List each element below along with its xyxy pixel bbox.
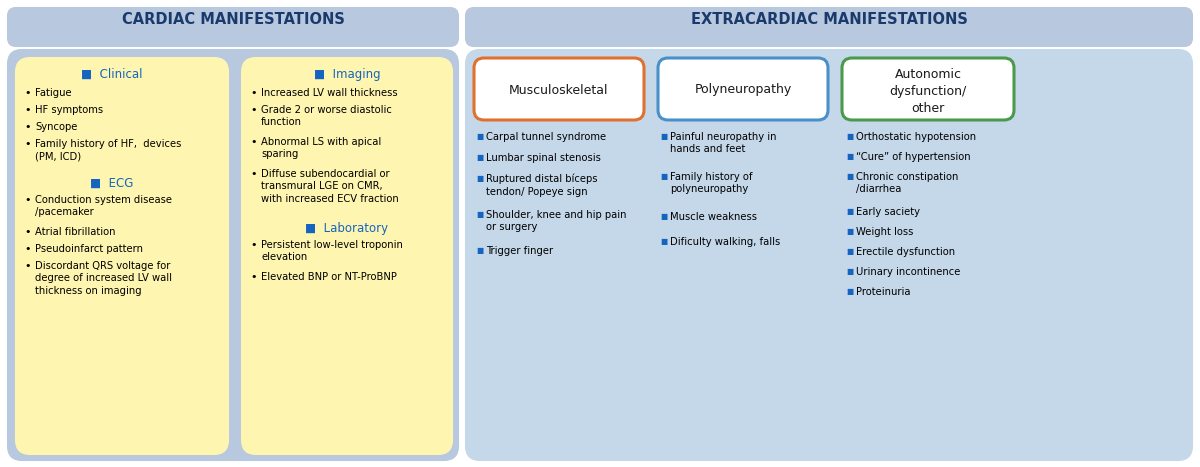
FancyBboxPatch shape bbox=[466, 8, 1192, 46]
Text: Persistent low-level troponin
elevation: Persistent low-level troponin elevation bbox=[262, 240, 403, 262]
Text: ■: ■ bbox=[660, 237, 667, 246]
Text: Family history of HF,  devices
(PM, ICD): Family history of HF, devices (PM, ICD) bbox=[35, 139, 181, 162]
Text: ■: ■ bbox=[846, 207, 853, 216]
Text: •: • bbox=[250, 105, 257, 115]
Text: ■: ■ bbox=[846, 287, 853, 296]
Text: Atrial fibrillation: Atrial fibrillation bbox=[35, 227, 115, 237]
Text: ■: ■ bbox=[846, 132, 853, 141]
Text: Increased LV wall thickness: Increased LV wall thickness bbox=[262, 88, 397, 98]
Text: Trigger finger: Trigger finger bbox=[486, 246, 553, 256]
Text: Syncope: Syncope bbox=[35, 122, 77, 132]
FancyBboxPatch shape bbox=[658, 58, 828, 120]
Text: Fatigue: Fatigue bbox=[35, 88, 72, 98]
Text: •: • bbox=[24, 88, 30, 98]
Text: •: • bbox=[250, 169, 257, 179]
Text: •: • bbox=[250, 137, 257, 147]
Text: Shoulder, knee and hip pain
or surgery: Shoulder, knee and hip pain or surgery bbox=[486, 210, 626, 233]
Text: Conduction system disease
/pacemaker: Conduction system disease /pacemaker bbox=[35, 195, 172, 218]
Text: EXTRACARDIAC MANIFESTATIONS: EXTRACARDIAC MANIFESTATIONS bbox=[690, 13, 967, 28]
Text: ■  Clinical: ■ Clinical bbox=[82, 68, 143, 81]
Text: ■: ■ bbox=[476, 174, 484, 183]
Text: Chronic constipation
/diarrhea: Chronic constipation /diarrhea bbox=[856, 172, 959, 194]
Text: Musculoskeletal: Musculoskeletal bbox=[509, 84, 608, 97]
Text: Lumbar spinal stenosis: Lumbar spinal stenosis bbox=[486, 153, 601, 163]
Text: Family history of
polyneuropathy: Family history of polyneuropathy bbox=[670, 172, 752, 194]
Text: Pseudoinfarct pattern: Pseudoinfarct pattern bbox=[35, 244, 143, 254]
Text: Proteinuria: Proteinuria bbox=[856, 287, 911, 297]
Text: •: • bbox=[250, 240, 257, 250]
Text: Painful neuropathy in
hands and feet: Painful neuropathy in hands and feet bbox=[670, 132, 776, 155]
Text: Grade 2 or worse diastolic
function: Grade 2 or worse diastolic function bbox=[262, 105, 392, 127]
Text: Polyneuropathy: Polyneuropathy bbox=[695, 84, 792, 97]
Text: CARDIAC MANIFESTATIONS: CARDIAC MANIFESTATIONS bbox=[121, 13, 344, 28]
Text: ■: ■ bbox=[846, 267, 853, 276]
Text: •: • bbox=[24, 105, 30, 115]
FancyBboxPatch shape bbox=[242, 58, 452, 454]
Text: ■: ■ bbox=[660, 132, 667, 141]
Text: •: • bbox=[250, 272, 257, 282]
Text: ■: ■ bbox=[476, 210, 484, 219]
FancyBboxPatch shape bbox=[8, 8, 458, 46]
Text: Diffuse subendocardial or
transmural LGE on CMR,
with increased ECV fraction: Diffuse subendocardial or transmural LGE… bbox=[262, 169, 398, 204]
Text: ■: ■ bbox=[846, 227, 853, 236]
Text: Abnormal LS with apical
sparing: Abnormal LS with apical sparing bbox=[262, 137, 382, 159]
Text: HF symptoms: HF symptoms bbox=[35, 105, 103, 115]
Text: Dificulty walking, falls: Dificulty walking, falls bbox=[670, 237, 780, 247]
Text: “Cure” of hypertension: “Cure” of hypertension bbox=[856, 152, 971, 162]
Text: •: • bbox=[24, 139, 30, 149]
Text: ■: ■ bbox=[846, 172, 853, 181]
Text: ■: ■ bbox=[660, 212, 667, 221]
Text: Weight loss: Weight loss bbox=[856, 227, 913, 237]
FancyBboxPatch shape bbox=[466, 50, 1192, 460]
FancyBboxPatch shape bbox=[842, 58, 1014, 120]
Text: ■  ECG: ■ ECG bbox=[90, 177, 133, 190]
Text: •: • bbox=[24, 244, 30, 254]
Text: Orthostatic hypotension: Orthostatic hypotension bbox=[856, 132, 976, 142]
Text: Erectile dysfunction: Erectile dysfunction bbox=[856, 247, 955, 257]
Text: ■: ■ bbox=[660, 172, 667, 181]
Text: Autonomic
dysfunction/
other: Autonomic dysfunction/ other bbox=[889, 68, 967, 114]
Text: ■: ■ bbox=[476, 132, 484, 141]
Text: Elevated BNP or NT-ProBNP: Elevated BNP or NT-ProBNP bbox=[262, 272, 397, 282]
Text: Muscle weakness: Muscle weakness bbox=[670, 212, 757, 222]
Text: ■  Imaging: ■ Imaging bbox=[313, 68, 380, 81]
FancyBboxPatch shape bbox=[16, 58, 228, 454]
Text: •: • bbox=[250, 88, 257, 98]
FancyBboxPatch shape bbox=[8, 50, 458, 460]
Text: •: • bbox=[24, 195, 30, 205]
Text: Ruptured distal bíceps
tendon/ Popeye sign: Ruptured distal bíceps tendon/ Popeye si… bbox=[486, 174, 598, 197]
Text: ■: ■ bbox=[846, 247, 853, 256]
Text: ■  Laboratory: ■ Laboratory bbox=[306, 222, 389, 235]
Text: Urinary incontinence: Urinary incontinence bbox=[856, 267, 960, 277]
Text: •: • bbox=[24, 122, 30, 132]
Text: ■: ■ bbox=[476, 246, 484, 255]
FancyBboxPatch shape bbox=[474, 58, 644, 120]
Text: •: • bbox=[24, 227, 30, 237]
Text: Early saciety: Early saciety bbox=[856, 207, 920, 217]
Text: •: • bbox=[24, 261, 30, 271]
Text: Carpal tunnel syndrome: Carpal tunnel syndrome bbox=[486, 132, 606, 142]
Text: ■: ■ bbox=[476, 153, 484, 162]
Text: ■: ■ bbox=[846, 152, 853, 161]
Text: Discordant QRS voltage for
degree of increased LV wall
thickness on imaging: Discordant QRS voltage for degree of inc… bbox=[35, 261, 172, 296]
